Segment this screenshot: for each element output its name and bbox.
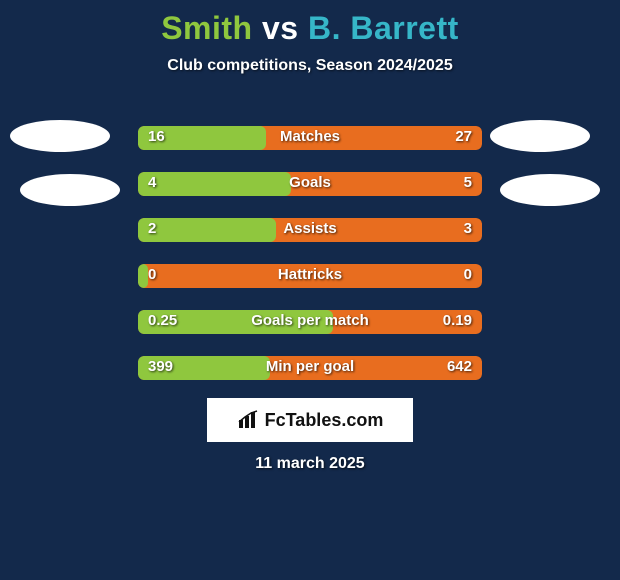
watermark: FcTables.com — [207, 398, 413, 442]
player2-name: B. Barrett — [308, 10, 459, 46]
stat-label: Goals — [138, 174, 482, 191]
page-title: Smith vs B. Barrett — [0, 0, 620, 47]
stat-row: 1627Matches — [138, 126, 482, 150]
stat-row: 399642Min per goal — [138, 356, 482, 380]
comparison-card: Smith vs B. Barrett Club competitions, S… — [0, 0, 620, 580]
team-badge-right — [500, 174, 600, 206]
stat-label: Matches — [138, 128, 482, 145]
stat-row: 23Assists — [138, 218, 482, 242]
stat-label: Goals per match — [138, 312, 482, 329]
date-label: 11 march 2025 — [0, 455, 620, 473]
watermark-text: FcTables.com — [265, 410, 384, 431]
title-vs: vs — [262, 10, 299, 46]
stat-label: Min per goal — [138, 358, 482, 375]
chart-icon — [237, 410, 259, 430]
stat-row: 45Goals — [138, 172, 482, 196]
stat-row: 00Hattricks — [138, 264, 482, 288]
subtitle: Club competitions, Season 2024/2025 — [0, 57, 620, 75]
player1-name: Smith — [161, 10, 252, 46]
stat-label: Assists — [138, 220, 482, 237]
team-badge-right — [490, 120, 590, 152]
team-badge-left — [20, 174, 120, 206]
team-badge-left — [10, 120, 110, 152]
stat-row: 0.250.19Goals per match — [138, 310, 482, 334]
stat-label: Hattricks — [138, 266, 482, 283]
